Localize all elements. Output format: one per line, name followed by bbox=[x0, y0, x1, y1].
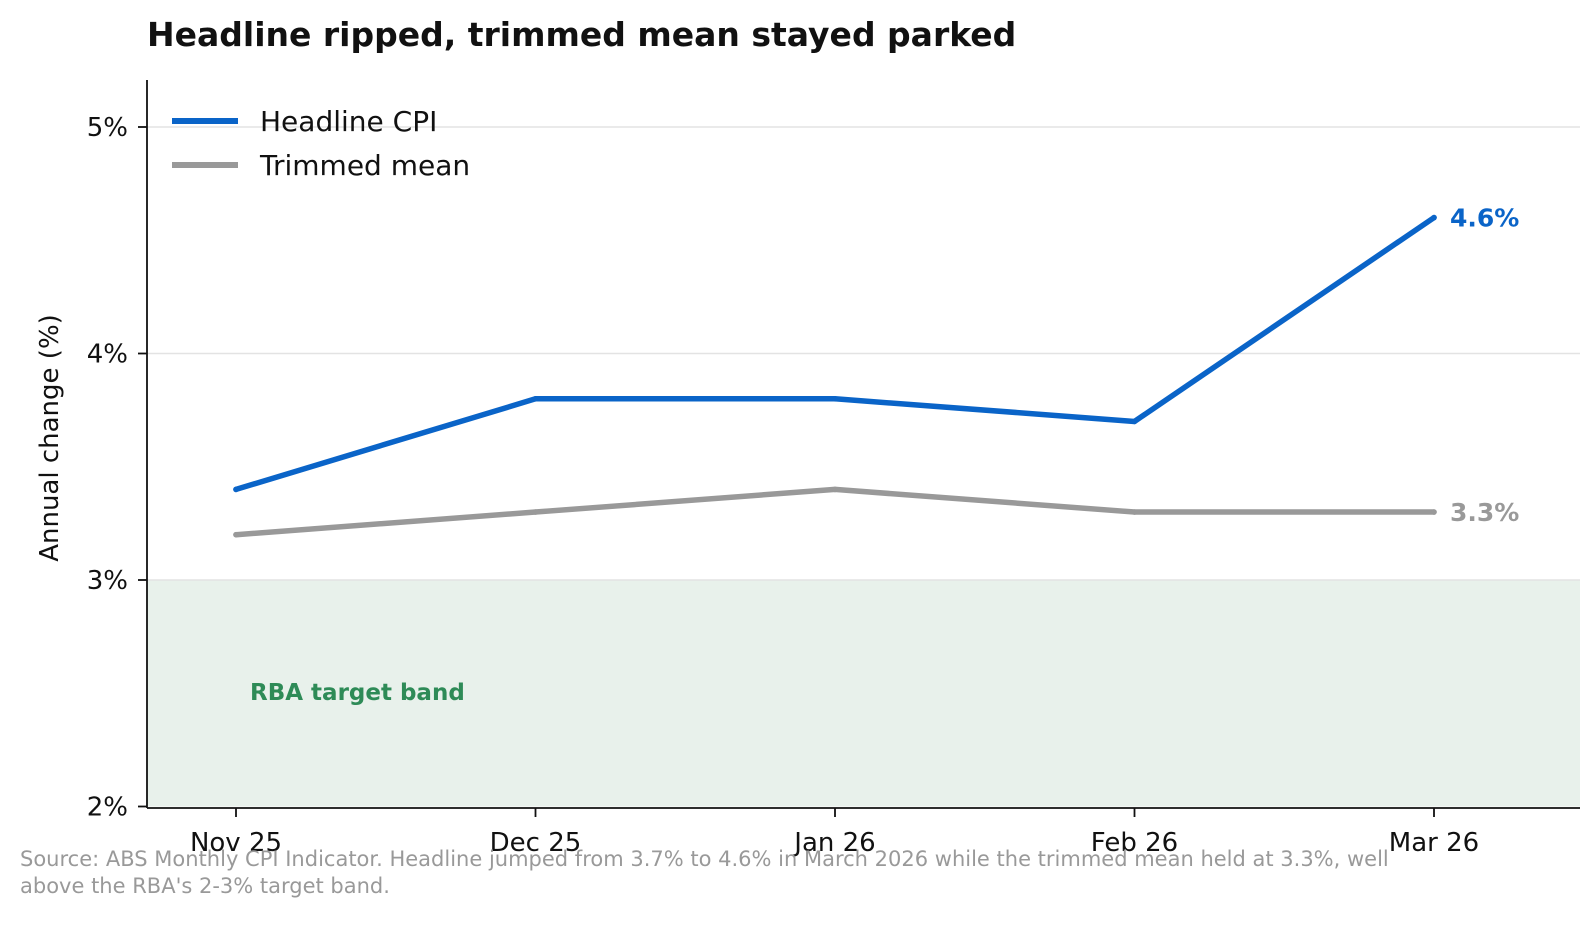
headline-cpi-point bbox=[532, 396, 539, 402]
legend: Headline CPI Trimmed mean bbox=[172, 105, 470, 182]
y-axis-label: Annual change (%) bbox=[35, 314, 65, 562]
legend-label-trimmed-mean: Trimmed mean bbox=[259, 149, 470, 182]
source-note: Source: ABS Monthly CPI Indicator. Headl… bbox=[20, 847, 1389, 898]
target-band bbox=[147, 580, 1580, 807]
y-tick-label: 5% bbox=[87, 113, 128, 143]
end-labels: 3.3% 4.6% bbox=[1450, 204, 1519, 527]
headline-cpi-point bbox=[1131, 418, 1138, 425]
target-band-label: RBA target band bbox=[250, 680, 465, 706]
x-tick-label: Jan 26 bbox=[792, 828, 875, 858]
headline-cpi-end-label: 4.6% bbox=[1450, 204, 1519, 233]
trimmed-mean-end-label: 3.3% bbox=[1450, 498, 1519, 527]
legend-label-headline-cpi: Headline CPI bbox=[260, 105, 437, 138]
y-tick-label: 3% bbox=[87, 566, 128, 596]
trimmed-mean-point bbox=[233, 531, 239, 538]
y-tick-label: 2% bbox=[87, 793, 128, 823]
gridlines bbox=[147, 126, 1580, 581]
x-tick-label: Nov 25 bbox=[190, 828, 282, 858]
trimmed-mean-point bbox=[1131, 509, 1138, 515]
headline-cpi-point bbox=[1431, 214, 1437, 221]
trimmed-mean-line bbox=[233, 486, 1437, 538]
target-band-layer: RBA target band bbox=[147, 580, 1580, 807]
trimmed-mean-point bbox=[532, 509, 539, 515]
headline-cpi-point bbox=[832, 396, 838, 402]
series-layer bbox=[233, 214, 1437, 538]
trimmed-mean-point bbox=[1431, 509, 1437, 515]
chart-title: Headline ripped, trimmed mean stayed par… bbox=[147, 15, 1016, 54]
axes: 2% 3% 4% 5% Nov 25 Dec 25 Jan 26 Feb 26 Mar 26 bbox=[87, 80, 1580, 858]
y-tick-label: 4% bbox=[87, 340, 128, 370]
x-tick-label: Feb 26 bbox=[1091, 828, 1178, 858]
x-tick-label: Mar 26 bbox=[1389, 828, 1479, 858]
headline-cpi-point bbox=[233, 486, 239, 493]
x-tick-label: Dec 25 bbox=[490, 828, 582, 858]
trimmed-mean-point bbox=[832, 486, 838, 493]
